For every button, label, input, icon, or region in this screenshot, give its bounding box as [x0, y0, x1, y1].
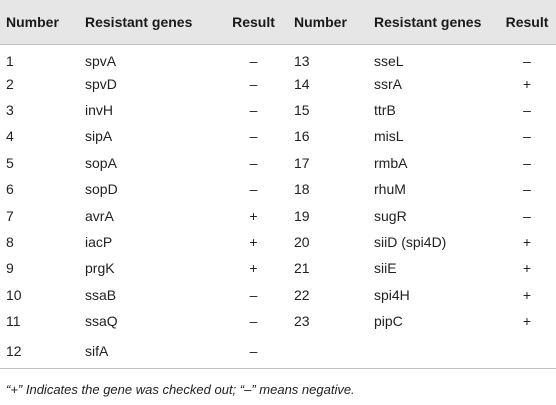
row-number: 11	[6, 313, 21, 330]
row-number: 18	[294, 181, 310, 198]
row-gene: ssrA	[374, 75, 402, 92]
table-row: 2 spvD – 14 ssrA +	[0, 70, 556, 96]
row-result: –	[249, 101, 258, 118]
row-gene: siiD (spi4D)	[374, 233, 447, 250]
row-result: –	[249, 128, 258, 145]
gene-results-table-container: Number Resistant genes Result Number Res…	[0, 0, 556, 369]
row-number: 16	[294, 128, 310, 145]
table-row: 7 avrA +19 sugR –	[0, 202, 556, 228]
table-row: 5 sopA – 17 rmbA –	[0, 150, 556, 176]
row-gene: misL	[374, 128, 404, 145]
table-row: 11 ssaQ – 23 pipC +	[0, 308, 556, 334]
row-gene: prgK	[85, 260, 115, 277]
row-number: 14	[294, 75, 310, 92]
row-number: 22	[294, 286, 310, 303]
row-result: –	[249, 75, 258, 92]
row-result: +	[522, 260, 532, 277]
row-gene: sseL	[374, 53, 404, 70]
row-number: 19	[294, 207, 310, 224]
row-gene: spi4H	[374, 286, 410, 303]
row-number: 13	[294, 53, 310, 70]
row-number: 15	[294, 101, 310, 118]
row-result: –	[249, 286, 258, 303]
table-row: 6 sopD – 18 rhuM –	[0, 176, 556, 202]
row-result: +	[249, 260, 258, 277]
table-row: 8 iacP +20 siiD (spi4D) +	[0, 229, 556, 255]
header-result-2: Result	[505, 13, 549, 30]
row-number: 17	[294, 154, 310, 171]
row-gene: spvD	[85, 75, 117, 92]
row-result	[498, 334, 556, 368]
row-gene: pipC	[374, 313, 403, 330]
row-gene: avrA	[85, 207, 114, 224]
row-gene	[368, 334, 498, 368]
row-gene: invH	[85, 101, 114, 118]
table-row: 10 ssaB – 22 spi4H +	[0, 282, 556, 308]
row-result: –	[523, 207, 531, 224]
row-gene: sugR	[374, 207, 407, 224]
row-number: 12	[6, 343, 22, 360]
row-result: –	[249, 313, 258, 330]
row-number: 7	[6, 207, 14, 224]
table-row: 1 spvA – 13 sseL –	[0, 44, 556, 70]
row-number: 3	[6, 101, 14, 118]
row-gene: rhuM	[374, 181, 406, 198]
header-genes-1: Resistant genes	[85, 13, 193, 30]
row-number: 8	[6, 233, 14, 250]
table-row: 12 sifA –	[0, 334, 556, 369]
header-result-1: Result	[232, 13, 275, 30]
row-result: +	[522, 75, 532, 92]
header-genes-2: Resistant genes	[374, 13, 482, 30]
row-result: –	[249, 181, 258, 198]
gene-results-table: Number Resistant genes Result Number Res…	[0, 0, 556, 369]
header-number-2: Number	[294, 13, 347, 30]
row-number: 4	[6, 128, 14, 145]
header-number-1: Number	[6, 13, 59, 30]
row-number: 6	[6, 181, 14, 198]
table-header: Number Resistant genes Result Number Res…	[0, 0, 556, 44]
row-gene: spvA	[85, 53, 117, 70]
header-row: Number Resistant genes Result Number Res…	[0, 0, 556, 44]
row-result: +	[522, 313, 532, 330]
row-number: 9	[6, 260, 14, 277]
row-result: –	[523, 181, 531, 198]
row-result: +	[522, 233, 532, 250]
row-gene: sifA	[85, 343, 109, 360]
row-gene: sopD	[85, 181, 118, 198]
row-gene: siiE	[374, 260, 397, 277]
row-result: –	[523, 154, 531, 171]
table-footnote: “+” Indicates the gene was checked out; …	[6, 382, 355, 397]
row-number: 1	[6, 53, 14, 70]
row-number: 20	[294, 233, 310, 250]
row-result: –	[523, 53, 531, 70]
row-gene: ssaB	[85, 286, 117, 303]
table-row: 3 invH – 15 ttrB –	[0, 97, 556, 123]
table-row: 9 prgK +21 siiE +	[0, 255, 556, 281]
row-number: 23	[294, 313, 310, 330]
row-result: –	[249, 154, 258, 171]
row-result: –	[249, 53, 258, 70]
row-result: +	[249, 207, 258, 224]
row-result: –	[249, 343, 258, 360]
row-number: 5	[6, 154, 14, 171]
row-result: –	[523, 101, 531, 118]
row-gene: sipA	[85, 128, 113, 145]
table-body: 1 spvA –13 sseL –2 spvD –14 ssrA +3 invH –15 ttrB –4…	[0, 44, 556, 369]
row-number: 10	[6, 286, 22, 303]
row-gene: sopA	[85, 154, 117, 171]
row-number	[288, 334, 368, 368]
row-number: 2	[6, 75, 14, 92]
row-number: 21	[294, 260, 310, 277]
row-result: +	[522, 286, 532, 303]
row-gene: ttrB	[374, 101, 396, 118]
table-row: 4 sipA – 16 misL –	[0, 123, 556, 149]
row-gene: rmbA	[374, 154, 408, 171]
row-gene: iacP	[85, 233, 113, 250]
row-result: +	[249, 233, 258, 250]
row-gene: ssaQ	[85, 313, 118, 330]
row-result: –	[523, 128, 531, 145]
